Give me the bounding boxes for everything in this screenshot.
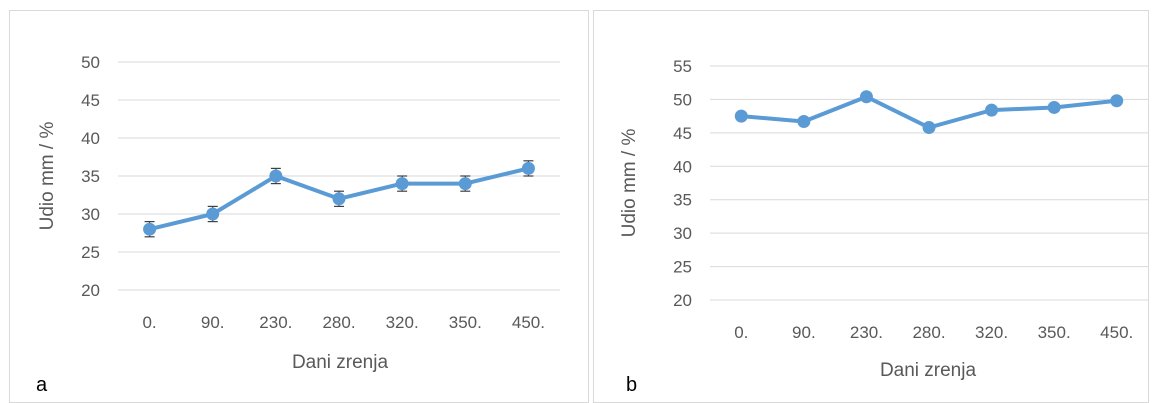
- y-tick-label: 50: [673, 90, 692, 109]
- data-point: [395, 177, 409, 191]
- y-axis-title: Udio mm / %: [37, 122, 58, 231]
- y-tick-label: 50: [81, 53, 100, 72]
- x-tick-label: 350.: [1038, 323, 1071, 342]
- data-point: [332, 192, 346, 206]
- x-tick-label: 280.: [322, 313, 355, 332]
- panel-label-a: a: [36, 374, 48, 396]
- x-axis-title: Dani zrenja: [880, 360, 977, 381]
- chart-b-svg: 20 25 30 35 40 45 50 55 0. 90. 230. 280. 320. 350. 450…: [619, 57, 1148, 381]
- chart-a-svg: 20 25 30 35 40 45 50 0. 90. 230. 280. 320. 350. 450. D…: [37, 53, 560, 373]
- data-point: [458, 177, 472, 191]
- data-point: [1110, 94, 1124, 108]
- x-tick-label: 230.: [259, 313, 292, 332]
- data-point: [521, 161, 535, 175]
- x-tick-label: 0.: [142, 313, 156, 332]
- x-tick-label: 320.: [386, 313, 419, 332]
- data-point: [206, 207, 220, 221]
- y-tick-label: 35: [81, 167, 100, 186]
- y-axis-title: Udio mm / %: [619, 129, 640, 238]
- data-point: [734, 109, 748, 123]
- x-tick-label: 230.: [850, 323, 883, 342]
- data-point: [985, 103, 999, 117]
- x-tick-label: 450.: [1100, 323, 1133, 342]
- y-tick-label: 40: [673, 157, 692, 176]
- data-point: [1047, 100, 1061, 114]
- x-tick-label: 0.: [734, 323, 748, 342]
- x-axis-title: Dani zrenja: [292, 352, 389, 373]
- y-tick-label: 25: [81, 243, 100, 262]
- data-point: [143, 222, 157, 236]
- y-tick-label: 30: [81, 205, 100, 224]
- x-tick-label: 90.: [201, 313, 225, 332]
- data-point: [797, 114, 811, 128]
- chart-panel-a: 20 25 30 35 40 45 50 0. 90. 230. 280. 320. 350. 450. D…: [9, 10, 589, 403]
- x-tick-label: 450.: [512, 313, 545, 332]
- y-tick-label: 20: [673, 291, 692, 310]
- y-tick-label: 35: [673, 191, 692, 210]
- y-tick-label: 25: [673, 258, 692, 277]
- y-tick-label: 55: [673, 57, 692, 76]
- x-tick-label: 320.: [975, 323, 1008, 342]
- data-point: [269, 169, 283, 183]
- x-tick-label: 90.: [792, 323, 816, 342]
- data-point: [922, 121, 936, 135]
- y-tick-label: 30: [673, 224, 692, 243]
- x-tick-label: 280.: [912, 323, 945, 342]
- chart-panel-b: 20 25 30 35 40 45 50 55 0. 90. 230. 280. 320. 350. 450…: [590, 0, 1159, 403]
- panel-label-b: b: [626, 374, 638, 396]
- y-tick-label: 20: [81, 281, 100, 300]
- data-point: [859, 90, 873, 104]
- y-tick-label: 45: [673, 124, 692, 143]
- x-tick-label: 350.: [449, 313, 482, 332]
- y-tick-label: 40: [81, 129, 100, 148]
- y-tick-label: 45: [81, 91, 100, 110]
